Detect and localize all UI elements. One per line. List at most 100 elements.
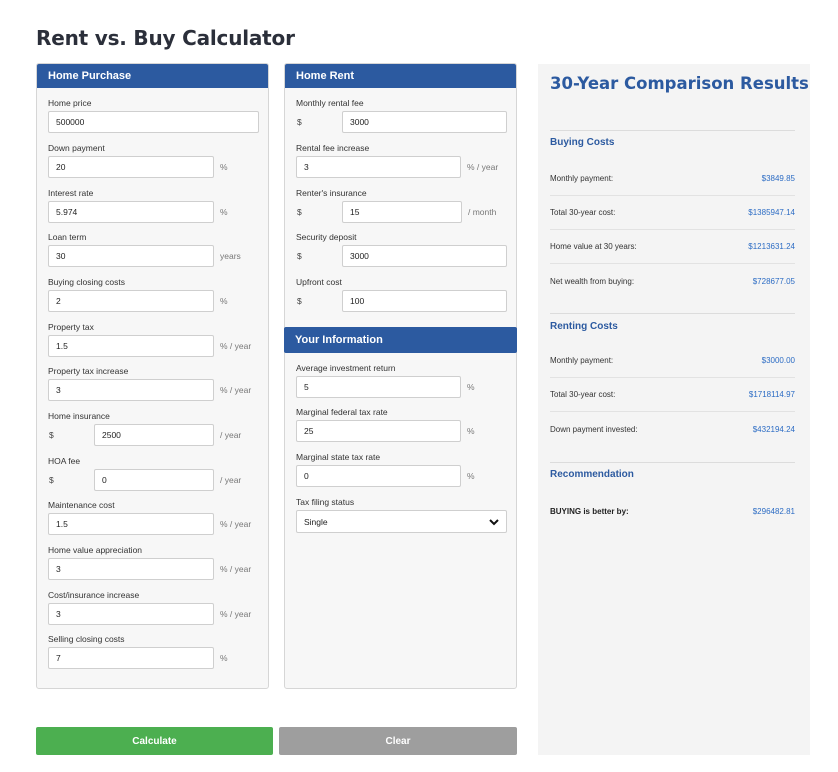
result-label: Down payment invested: <box>550 424 638 434</box>
loan-term-label: Loan term <box>48 232 87 242</box>
buying-closing-costs-input[interactable]: 2 <box>48 290 214 312</box>
recommendation-label: BUYING is better by: <box>550 506 629 516</box>
property-tax-input[interactable]: 1.5 <box>48 335 214 357</box>
result-label: Total 30-year cost: <box>550 208 616 217</box>
monthly-rental-fee-label: Monthly rental fee <box>296 98 364 108</box>
hoa-fee-field: HOA fee $0 / year <box>48 455 241 491</box>
result-value: $432194.24 <box>752 424 795 434</box>
loan-term-input[interactable]: 30 <box>48 245 214 267</box>
selling-closing-costs-field: Selling closing costs 7% <box>48 633 228 669</box>
loan-term-field: Loan term 30 years <box>48 231 241 267</box>
interest-rate-label: Interest rate <box>48 188 94 198</box>
hoa-fee-input[interactable]: 0 <box>94 469 214 491</box>
security-deposit-input[interactable]: 3000 <box>342 245 507 267</box>
calculate-button[interactable]: Calculate <box>36 727 273 755</box>
home-rent-header: Home Rent <box>285 64 516 88</box>
home-value-appreciation-field: Home value appreciation 3 % / year <box>48 544 251 580</box>
property-tax-label: Property tax <box>48 322 94 332</box>
buying-closing-costs-field: Buying closing costs 2% <box>48 276 228 312</box>
home-insurance-field: Home insurance $2500 / year <box>48 410 241 446</box>
buying-closing-costs-unit: % <box>220 296 228 306</box>
interest-rate-field: Interest rate 5.974% <box>48 187 228 223</box>
hoa-fee-unit: / year <box>220 475 242 485</box>
maintenance-cost-input[interactable]: 1.5 <box>48 513 214 535</box>
home-price-input[interactable]: 500000 <box>48 111 259 133</box>
state-tax-rate-label: Marginal state tax rate <box>296 452 381 462</box>
maintenance-cost-label: Maintenance cost <box>48 500 115 510</box>
property-tax-field: Property tax 1.5 % / year <box>48 321 251 357</box>
home-insurance-label: Home insurance <box>48 411 110 421</box>
state-tax-rate-field: Marginal state tax rate 0% <box>296 451 475 487</box>
home-insurance-input[interactable]: 2500 <box>94 424 214 446</box>
home-rent-panel: Home Rent Monthly rental fee $3000 Renta… <box>284 63 517 689</box>
rental-fee-increase-label: Rental fee increase <box>296 143 370 153</box>
monthly-rental-fee-field: Monthly rental fee $3000 <box>296 97 507 133</box>
maintenance-cost-unit: % / year <box>220 519 252 529</box>
interest-rate-unit: % <box>220 207 228 217</box>
upfront-cost-field: Upfront cost $100 <box>296 276 507 312</box>
investment-return-unit: % <box>467 382 475 392</box>
home-value-appreciation-input[interactable]: 3 <box>48 558 214 580</box>
filing-status-select[interactable]: Single <box>296 510 507 533</box>
maintenance-cost-field: Maintenance cost 1.5 % / year <box>48 499 251 535</box>
property-tax-increase-input[interactable]: 3 <box>48 379 214 401</box>
down-payment-input[interactable]: 20 <box>48 156 214 178</box>
renters-insurance-input[interactable]: 15 <box>342 201 462 223</box>
divider <box>550 313 795 314</box>
results-title: 30-Year Comparison Results <box>550 74 809 93</box>
cost-insurance-increase-input[interactable]: 3 <box>48 603 214 625</box>
upfront-cost-label: Upfront cost <box>296 277 342 287</box>
upfront-cost-currency: $ <box>297 296 302 306</box>
recommendation-title: Recommendation <box>550 469 634 480</box>
result-label: Monthly payment: <box>550 174 614 183</box>
renters-insurance-field: Renter's insurance $15 / month <box>296 187 496 223</box>
rental-fee-increase-input[interactable]: 3 <box>296 156 461 178</box>
renting-costs-title: Renting Costs <box>550 321 618 332</box>
recommendation-row: BUYING is better by: $296482.81 <box>550 494 795 528</box>
result-label: Total 30-year cost: <box>550 390 616 399</box>
hoa-fee-currency: $ <box>49 475 54 485</box>
federal-tax-rate-field: Marginal federal tax rate 25% <box>296 406 475 442</box>
monthly-rental-fee-input[interactable]: 3000 <box>342 111 507 133</box>
security-deposit-currency: $ <box>297 251 302 261</box>
renting-total-cost-row: Total 30-year cost: $1718114.97 <box>550 378 795 412</box>
monthly-rental-fee-currency: $ <box>297 117 302 127</box>
investment-return-label: Average investment return <box>296 363 396 373</box>
chevron-down-icon <box>489 518 499 525</box>
home-price-field: Home price 500000 <box>48 97 259 133</box>
buying-total-cost-row: Total 30-year cost: $1385947.14 <box>550 196 795 230</box>
result-label: Net wealth from buying: <box>550 276 635 286</box>
security-deposit-field: Security deposit $3000 <box>296 231 507 267</box>
federal-tax-rate-label: Marginal federal tax rate <box>296 407 388 417</box>
result-value: $1213631.24 <box>748 242 795 251</box>
home-value-appreciation-unit: % / year <box>220 564 252 574</box>
buying-costs-title: Buying Costs <box>550 137 615 148</box>
home-insurance-currency: $ <box>49 430 54 440</box>
result-value: $1718114.97 <box>748 390 795 399</box>
upfront-cost-input[interactable]: 100 <box>342 290 507 312</box>
filing-status-label: Tax filing status <box>296 497 355 507</box>
state-tax-rate-unit: % <box>467 471 475 481</box>
loan-term-unit: years <box>220 251 241 261</box>
divider <box>550 130 795 131</box>
result-value: $1385947.14 <box>748 208 795 217</box>
clear-button[interactable]: Clear <box>279 727 517 755</box>
investment-return-input[interactable]: 5 <box>296 376 461 398</box>
home-purchase-panel: Home Purchase Home price 500000 Down pay… <box>36 63 269 689</box>
page-title: Rent vs. Buy Calculator <box>36 26 295 50</box>
home-value-row: Home value at 30 years: $1213631.24 <box>550 230 795 264</box>
federal-tax-rate-unit: % <box>467 426 475 436</box>
state-tax-rate-input[interactable]: 0 <box>296 465 461 487</box>
net-wealth-row: Net wealth from buying: $728677.05 <box>550 264 795 298</box>
security-deposit-label: Security deposit <box>296 232 357 242</box>
property-tax-increase-label: Property tax increase <box>48 366 129 376</box>
buying-monthly-payment-row: Monthly payment: $3849.85 <box>550 162 795 196</box>
result-value: $3849.85 <box>761 174 795 183</box>
selling-closing-costs-input[interactable]: 7 <box>48 647 214 669</box>
result-label: Monthly payment: <box>550 356 614 365</box>
home-price-label: Home price <box>48 98 92 108</box>
filing-status-value: Single <box>304 516 328 527</box>
interest-rate-input[interactable]: 5.974 <box>48 201 214 223</box>
federal-tax-rate-input[interactable]: 25 <box>296 420 461 442</box>
down-payment-unit: % <box>220 162 228 172</box>
